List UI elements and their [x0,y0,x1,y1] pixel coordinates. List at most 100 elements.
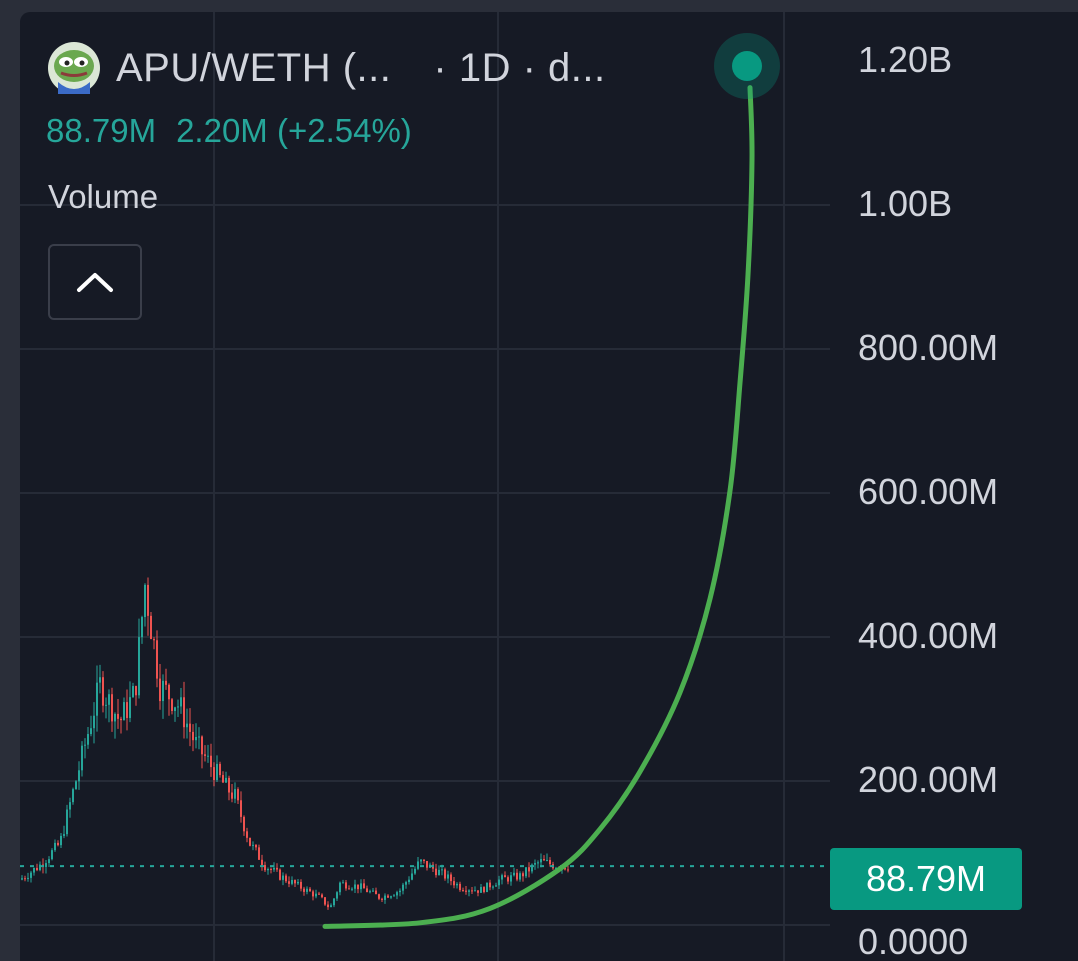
candle-body [549,860,551,865]
candle-body [210,755,212,768]
collapse-legend-button[interactable] [48,244,142,320]
chevron-up-icon [77,273,113,292]
candle-body [531,864,533,872]
candle-body [513,872,515,876]
candle-body [147,584,149,616]
candle-body [351,888,353,890]
candle-body [426,860,428,868]
candle-body [330,905,332,908]
candle-body [480,887,482,893]
volume-indicator-label[interactable]: Volume [48,178,159,215]
candle-body [414,868,416,874]
candle-body [537,862,539,864]
projection-curve [322,85,755,929]
pepe-frog-icon [48,42,100,94]
candle-body [222,775,224,783]
candle-body [474,890,476,892]
candle-body [270,868,272,870]
candle-body [525,867,527,877]
candle-body [501,875,503,880]
candle-body [546,860,548,862]
candle-body [201,736,203,755]
candle-body [504,875,506,878]
candle-body [384,895,386,900]
candle-body [300,881,302,889]
candle-body [90,728,92,735]
candle-body [360,883,362,890]
candle-body [324,897,326,905]
candle-body [108,694,110,705]
candle-body [261,859,263,866]
candle-body [72,789,74,803]
candle-body [498,879,500,886]
legend-values: 88.79M 2.20M (+2.54%) [46,112,432,150]
candle-body [132,686,134,698]
candle-body [528,867,530,872]
candle-body [189,723,191,732]
candle-body [462,890,464,892]
candle-body [309,888,311,892]
candle-body [54,842,56,851]
y-axis-tick-label: 800.00M [858,327,999,368]
candle-body [447,874,449,879]
candle-body [327,904,329,908]
candle-body [243,816,245,832]
candle-body [81,745,83,771]
candle-body [291,879,293,884]
candle-body [99,677,101,683]
candle-body [408,879,410,883]
candle-body [39,864,41,871]
candle-body [450,874,452,882]
candle-body [420,859,422,862]
candle-body [495,885,497,887]
candle-body [318,893,320,895]
candle-body [438,869,440,876]
candle-body [303,888,305,892]
candle-body [126,702,128,718]
y-axis-tick-label: 200.00M [858,759,999,800]
candle-body [228,777,230,793]
candle-body [213,767,215,781]
candle-body [57,842,59,846]
candle-body [423,859,425,861]
candle-body [153,639,155,641]
candle-body [519,873,521,880]
candle-body [174,707,176,711]
candle-body [279,869,281,880]
last-value: 88.79M [46,112,157,149]
candle-body [555,867,557,869]
candle-body [468,890,470,892]
chart-panel[interactable]: APU/WETH (... · 1D · d... 88.79M 2.20M (… [20,12,1078,961]
pair-title[interactable]: APU/WETH (... [116,45,392,90]
candle-body [21,878,23,880]
candle-body [441,869,443,871]
candle-body [405,882,407,885]
candle-body [387,895,389,898]
price-chart[interactable] [20,12,1078,961]
candle-body [396,892,398,896]
candle-body [84,744,86,746]
y-axis-tick-label: 600.00M [858,471,999,512]
candle-body [36,867,38,871]
candle-body [297,881,299,884]
candle-body [144,584,146,618]
candle-body [171,699,173,711]
candle-body [105,704,107,706]
candle-body [357,884,359,890]
candle-body [510,875,512,882]
candle-body [516,872,518,880]
interval-label[interactable]: · 1D · d... [433,45,606,90]
candle-body [249,837,251,846]
candle-body [162,680,164,702]
candle-body [87,734,89,745]
candle-body [381,898,383,900]
candle-body [543,859,545,861]
candle-body [567,869,569,871]
live-dot [732,51,762,81]
candle-body [135,686,137,696]
candle-body [465,890,467,892]
candle-body [372,890,374,892]
candle-body [294,879,296,884]
candle-body [168,684,170,700]
change-value: 2.20M (+2.54%) [176,112,412,149]
